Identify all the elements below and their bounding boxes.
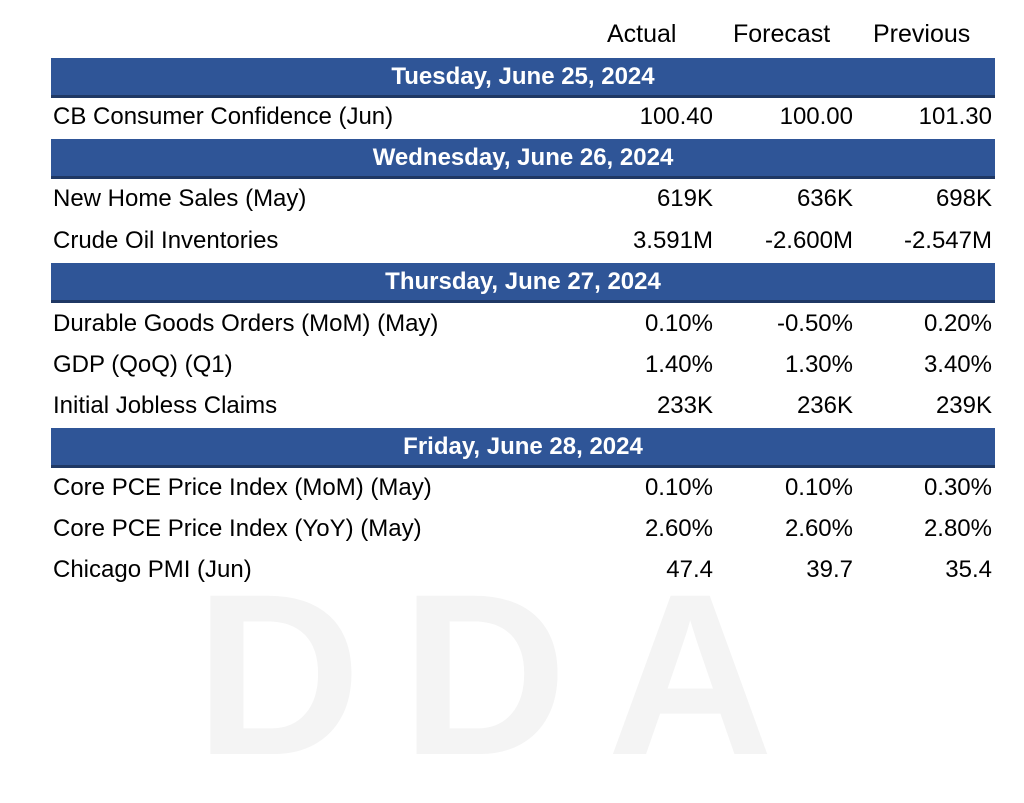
indicator-name: Chicago PMI (Jun): [53, 556, 252, 583]
previous-value: 698K: [935, 185, 992, 212]
section-date-band: Thursday, June 27, 2024: [51, 263, 995, 303]
forecast-value: 0.10%: [784, 474, 853, 501]
section-date-band: Friday, June 28, 2024: [51, 428, 995, 468]
previous-value: 101.30: [918, 103, 992, 130]
actual-value: 2.60%: [644, 515, 713, 542]
header-previous: Previous: [873, 20, 971, 48]
actual-value: 0.10%: [644, 474, 713, 501]
section-date: Thursday, June 27, 2024: [385, 267, 661, 295]
watermark: DDA: [195, 546, 814, 803]
section-date: Friday, June 28, 2024: [403, 432, 643, 460]
actual-value: 1.40%: [644, 351, 713, 378]
indicator-name: Core PCE Price Index (YoY) (May): [53, 515, 422, 542]
table-row: CB Consumer Confidence (Jun) 100.40 100.…: [51, 98, 995, 136]
indicator-name: New Home Sales (May): [53, 185, 307, 212]
previous-value: 2.80%: [923, 515, 992, 542]
section-date: Tuesday, June 25, 2024: [391, 62, 655, 90]
indicator-name: GDP (QoQ) (Q1): [53, 351, 233, 378]
header-forecast: Forecast: [733, 20, 831, 48]
indicator-name: Initial Jobless Claims: [53, 392, 278, 419]
actual-value: 100.40: [639, 103, 713, 130]
previous-value: -2.547M: [903, 227, 992, 254]
actual-value: 3.591M: [632, 227, 713, 254]
forecast-value: 636K: [796, 185, 853, 212]
indicator-name: CB Consumer Confidence (Jun): [53, 103, 394, 130]
table-row: GDP (QoQ) (Q1) 1.40% 1.30% 3.40%: [51, 346, 995, 384]
table-row: Initial Jobless Claims 233K 236K 239K: [51, 387, 995, 425]
indicator-name: Durable Goods Orders (MoM) (May): [53, 310, 439, 337]
section-date-band: Tuesday, June 25, 2024: [51, 58, 995, 98]
indicator-name: Core PCE Price Index (MoM) (May): [53, 474, 432, 501]
forecast-value: 236K: [796, 392, 853, 419]
actual-value: 0.10%: [644, 310, 713, 337]
forecast-value: 1.30%: [784, 351, 853, 378]
table-row: Core PCE Price Index (YoY) (May) 2.60% 2…: [51, 510, 995, 548]
table-row: Core PCE Price Index (MoM) (May) 0.10% 0…: [51, 469, 995, 507]
table-row: Crude Oil Inventories 3.591M -2.600M -2.…: [51, 222, 995, 260]
forecast-value: -0.50%: [776, 310, 853, 337]
previous-value: 239K: [935, 392, 992, 419]
table-row: Chicago PMI (Jun) 47.4 39.7 35.4: [51, 551, 995, 589]
actual-value: 233K: [656, 392, 713, 419]
previous-value: 3.40%: [923, 351, 992, 378]
previous-value: 35.4: [945, 556, 992, 583]
forecast-value: 2.60%: [784, 515, 853, 542]
actual-value: 47.4: [666, 556, 713, 583]
table-row: New Home Sales (May) 619K 636K 698K: [51, 180, 995, 218]
previous-value: 0.30%: [923, 474, 992, 501]
table-row: Durable Goods Orders (MoM) (May) 0.10% -…: [51, 305, 995, 343]
forecast-value: 39.7: [806, 556, 853, 583]
section-date: Wednesday, June 26, 2024: [372, 143, 674, 171]
actual-value: 619K: [656, 185, 713, 212]
indicator-name: Crude Oil Inventories: [53, 227, 279, 254]
forecast-value: 100.00: [779, 103, 853, 130]
section-date-band: Wednesday, June 26, 2024: [51, 139, 995, 179]
forecast-value: -2.600M: [764, 227, 853, 254]
header-actual: Actual: [607, 20, 677, 48]
previous-value: 0.20%: [923, 310, 992, 337]
